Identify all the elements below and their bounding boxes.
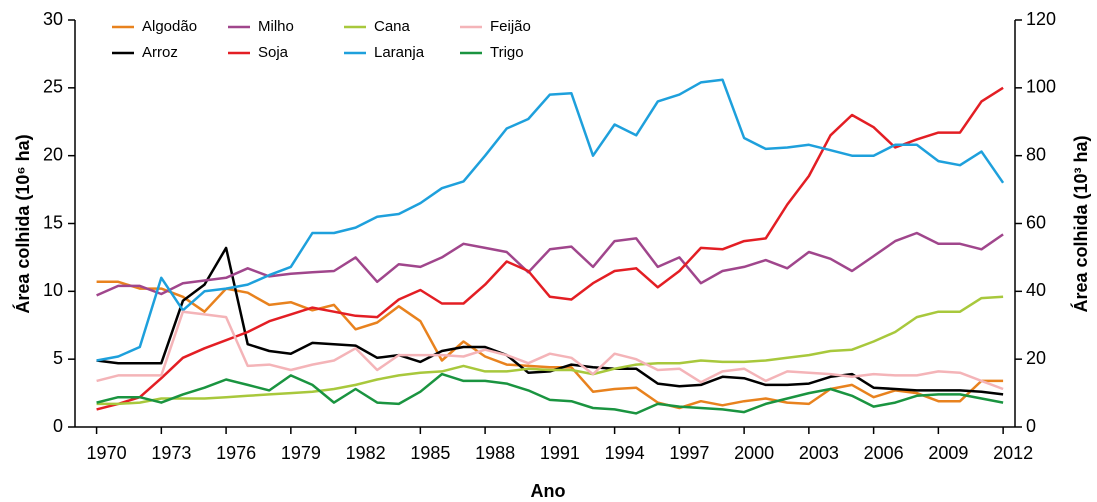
y-tick-label: 10 bbox=[43, 280, 63, 300]
x-tick-label: 1994 bbox=[605, 443, 645, 463]
legend-label: Milho bbox=[258, 18, 294, 35]
x-tick-label: 2006 bbox=[864, 443, 904, 463]
x-tick-label: 1976 bbox=[216, 443, 256, 463]
legend-label: Algodão bbox=[142, 18, 197, 35]
y-tick-label: 0 bbox=[53, 416, 63, 436]
y2-tick-label: 20 bbox=[1026, 348, 1046, 368]
series-line bbox=[96, 231, 1004, 297]
x-tick-label: 1988 bbox=[475, 443, 515, 463]
series-line bbox=[96, 295, 1004, 406]
x-tick-label: 1970 bbox=[87, 443, 127, 463]
x-tick-label: 1973 bbox=[151, 443, 191, 463]
series-line bbox=[96, 280, 1004, 410]
legend-label: Laranja bbox=[374, 44, 425, 61]
y-tick-label: 20 bbox=[43, 144, 63, 164]
series-line bbox=[96, 246, 1004, 396]
y2-tick-label: 60 bbox=[1026, 212, 1046, 232]
y-tick-label: 30 bbox=[43, 9, 63, 29]
y-tick-label: 25 bbox=[43, 77, 63, 97]
x-tick-label: 2000 bbox=[734, 443, 774, 463]
legend-label: Feijão bbox=[490, 18, 531, 35]
y-axis-label: Área colhida (10⁶ ha) bbox=[12, 134, 33, 313]
x-tick-label: 1991 bbox=[540, 443, 580, 463]
x-tick-label: 2009 bbox=[928, 443, 968, 463]
y-tick-label: 5 bbox=[53, 348, 63, 368]
legend-label: Trigo bbox=[490, 44, 524, 61]
y2-axis-label: Área colhida (10³ ha) bbox=[1070, 135, 1091, 312]
x-tick-label: 1997 bbox=[669, 443, 709, 463]
y2-tick-label: 100 bbox=[1026, 77, 1056, 97]
y-tick-label: 15 bbox=[43, 212, 63, 232]
legend-label: Soja bbox=[258, 44, 289, 61]
series-line bbox=[96, 78, 1005, 362]
x-tick-label: 1985 bbox=[410, 443, 450, 463]
series-line bbox=[96, 372, 1004, 415]
y2-tick-label: 120 bbox=[1026, 9, 1056, 29]
y2-tick-label: 40 bbox=[1026, 280, 1046, 300]
series-line bbox=[96, 310, 1004, 391]
series-line bbox=[96, 86, 1004, 411]
y2-tick-label: 0 bbox=[1026, 416, 1036, 436]
legend-label: Arroz bbox=[142, 44, 178, 61]
x-tick-label: 2012 bbox=[993, 443, 1033, 463]
y2-tick-label: 80 bbox=[1026, 144, 1046, 164]
x-tick-label: 1979 bbox=[281, 443, 321, 463]
x-axis-label: Ano bbox=[531, 481, 566, 501]
x-tick-label: 1982 bbox=[346, 443, 386, 463]
x-tick-label: 2003 bbox=[799, 443, 839, 463]
legend-label: Cana bbox=[374, 18, 411, 35]
